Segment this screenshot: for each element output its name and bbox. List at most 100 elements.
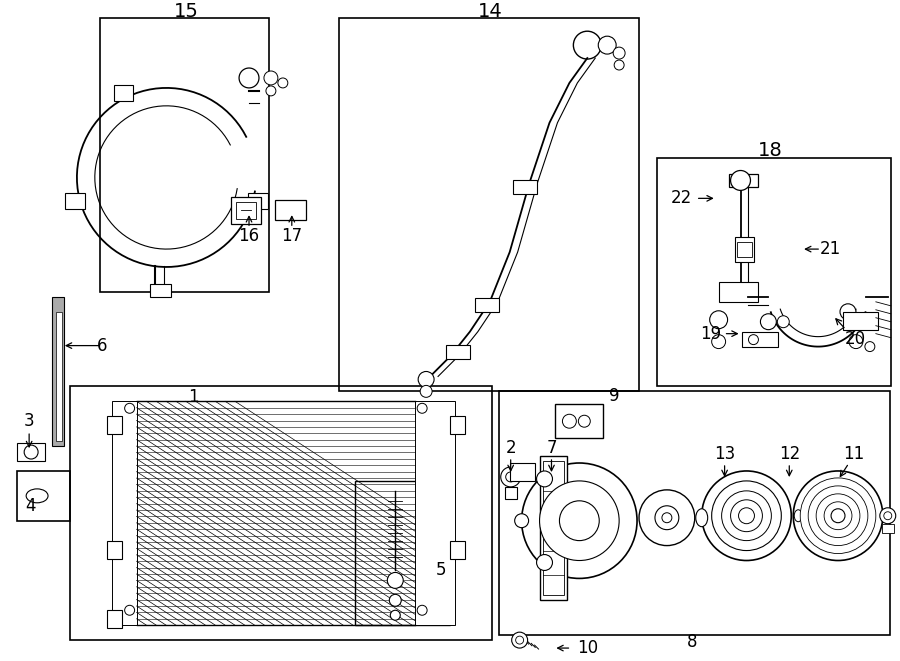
Ellipse shape bbox=[802, 510, 810, 522]
Circle shape bbox=[865, 342, 875, 352]
Circle shape bbox=[536, 471, 553, 487]
Bar bbox=[231, 198, 261, 224]
Circle shape bbox=[420, 385, 432, 397]
Text: 12: 12 bbox=[778, 445, 800, 463]
Circle shape bbox=[722, 491, 771, 541]
Circle shape bbox=[264, 71, 278, 85]
Bar bbox=[882, 524, 894, 533]
Bar bbox=[274, 200, 306, 220]
Circle shape bbox=[702, 471, 791, 561]
Bar bbox=[17, 471, 70, 521]
Bar bbox=[505, 487, 517, 499]
Bar bbox=[356, 481, 450, 625]
Circle shape bbox=[808, 486, 868, 545]
Text: 10: 10 bbox=[578, 639, 599, 657]
Bar bbox=[499, 391, 890, 635]
Circle shape bbox=[573, 31, 601, 59]
Bar bbox=[446, 344, 470, 358]
Circle shape bbox=[125, 403, 135, 413]
Circle shape bbox=[614, 60, 624, 70]
Circle shape bbox=[880, 508, 896, 524]
Circle shape bbox=[778, 316, 789, 328]
Bar bbox=[70, 387, 491, 640]
Ellipse shape bbox=[26, 489, 48, 503]
Circle shape bbox=[536, 555, 553, 570]
Bar bbox=[450, 416, 465, 434]
Circle shape bbox=[418, 605, 428, 615]
Circle shape bbox=[278, 78, 288, 88]
Text: 5: 5 bbox=[436, 561, 446, 580]
Circle shape bbox=[390, 594, 401, 606]
Circle shape bbox=[731, 171, 751, 190]
Bar bbox=[718, 282, 759, 302]
Bar bbox=[113, 85, 133, 101]
Circle shape bbox=[613, 47, 626, 59]
Circle shape bbox=[849, 334, 863, 348]
Circle shape bbox=[539, 481, 619, 561]
Circle shape bbox=[266, 86, 276, 96]
Bar bbox=[107, 416, 122, 434]
Bar bbox=[65, 193, 85, 209]
Circle shape bbox=[731, 500, 762, 531]
Circle shape bbox=[391, 610, 401, 620]
Text: 7: 7 bbox=[546, 439, 557, 457]
Circle shape bbox=[579, 415, 590, 427]
Circle shape bbox=[24, 445, 38, 459]
Text: 13: 13 bbox=[714, 445, 735, 463]
Ellipse shape bbox=[795, 510, 802, 522]
Circle shape bbox=[560, 501, 599, 541]
Text: 8: 8 bbox=[687, 633, 697, 651]
Bar bbox=[149, 284, 171, 297]
Bar bbox=[56, 312, 62, 441]
Text: 16: 16 bbox=[238, 227, 259, 245]
Circle shape bbox=[712, 481, 781, 551]
Bar bbox=[543, 461, 564, 596]
Text: 20: 20 bbox=[844, 330, 866, 348]
Bar bbox=[513, 180, 536, 194]
Bar bbox=[734, 237, 754, 262]
Bar bbox=[843, 312, 878, 330]
Bar bbox=[236, 202, 256, 219]
Bar bbox=[539, 456, 567, 600]
Bar bbox=[450, 541, 465, 559]
Text: 1: 1 bbox=[188, 389, 199, 407]
Circle shape bbox=[831, 509, 845, 523]
Bar bbox=[475, 298, 499, 312]
Text: 18: 18 bbox=[758, 141, 783, 160]
Ellipse shape bbox=[696, 509, 707, 527]
Circle shape bbox=[500, 467, 520, 487]
Circle shape bbox=[739, 508, 754, 524]
Circle shape bbox=[655, 506, 679, 529]
Text: 21: 21 bbox=[819, 240, 841, 258]
Bar bbox=[555, 405, 603, 438]
Circle shape bbox=[515, 514, 528, 527]
Circle shape bbox=[816, 494, 860, 537]
Circle shape bbox=[884, 512, 892, 520]
Circle shape bbox=[506, 472, 516, 482]
Circle shape bbox=[639, 490, 695, 545]
Circle shape bbox=[824, 502, 852, 529]
Bar bbox=[17, 443, 45, 461]
Bar bbox=[112, 401, 137, 625]
Text: 14: 14 bbox=[477, 2, 502, 20]
Circle shape bbox=[712, 334, 725, 348]
Bar bbox=[52, 297, 64, 446]
Circle shape bbox=[710, 311, 727, 329]
Circle shape bbox=[125, 605, 135, 615]
Circle shape bbox=[387, 572, 403, 588]
Bar bbox=[338, 19, 639, 391]
Circle shape bbox=[662, 513, 672, 523]
Circle shape bbox=[516, 636, 524, 644]
Circle shape bbox=[562, 414, 576, 428]
Bar bbox=[415, 401, 455, 625]
Circle shape bbox=[598, 36, 616, 54]
Circle shape bbox=[840, 304, 856, 320]
Text: 3: 3 bbox=[23, 412, 34, 430]
Bar bbox=[100, 19, 269, 292]
Circle shape bbox=[800, 478, 876, 553]
Circle shape bbox=[418, 371, 434, 387]
Bar bbox=[107, 610, 122, 628]
Bar bbox=[736, 242, 752, 257]
Circle shape bbox=[855, 316, 867, 328]
Bar bbox=[729, 175, 759, 188]
